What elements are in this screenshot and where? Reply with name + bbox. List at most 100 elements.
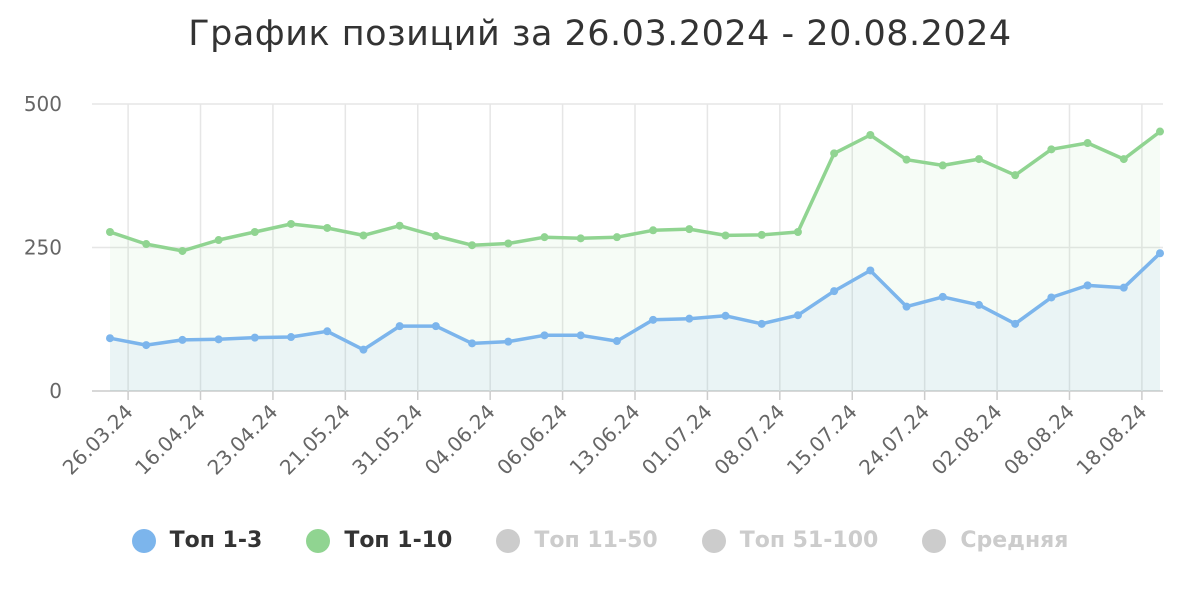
legend-marker (701, 528, 726, 553)
data-point (902, 302, 911, 311)
data-point (793, 311, 802, 320)
data-point (1119, 283, 1128, 292)
data-point (1156, 249, 1164, 258)
data-point (793, 228, 802, 237)
legend-label: Средняя (960, 528, 1069, 553)
data-point (612, 337, 621, 346)
data-point (938, 292, 947, 301)
data-point (757, 319, 766, 328)
x-tick-label: 24.07.24 (854, 400, 934, 480)
data-point (178, 246, 187, 255)
data-point (287, 333, 296, 342)
x-tick-label: 31.05.24 (347, 400, 427, 480)
x-tick-label: 06.06.24 (492, 400, 572, 480)
data-point (1083, 139, 1092, 148)
series-area (110, 253, 1160, 391)
data-point (938, 161, 947, 170)
data-point (431, 322, 440, 331)
data-point (721, 311, 730, 320)
legend-item[interactable]: Топ 51-100 (701, 528, 879, 553)
data-point (576, 331, 585, 340)
data-point (866, 266, 875, 275)
legend-marker (496, 528, 521, 553)
y-tick-label: 250 (24, 236, 62, 260)
legend-marker (306, 528, 331, 553)
legend-marker (131, 528, 156, 553)
data-point (106, 228, 114, 237)
data-point (576, 234, 585, 243)
data-point (974, 300, 983, 309)
x-tick-label: 13.06.24 (565, 400, 645, 480)
data-point (323, 327, 332, 336)
data-point (287, 219, 296, 228)
x-tick-label: 21.05.24 (275, 400, 355, 480)
data-point (214, 236, 223, 245)
data-point (902, 155, 911, 164)
data-point (504, 239, 513, 248)
data-point (1083, 281, 1092, 290)
data-point (1156, 127, 1164, 136)
data-point (431, 232, 440, 241)
data-point (142, 341, 151, 350)
data-point (250, 228, 259, 237)
data-point (540, 331, 549, 340)
legend-item[interactable]: Средняя (922, 528, 1068, 553)
data-point (178, 335, 187, 344)
data-point (612, 233, 621, 242)
data-point (685, 225, 694, 234)
data-point (830, 149, 839, 158)
x-tick-label: 08.07.24 (709, 400, 789, 480)
legend-item[interactable]: Топ 11-50 (496, 528, 658, 553)
chart-legend: Топ 1-3 Топ 1-10 Топ 11-50 Топ 51-100 Средня… (0, 528, 1200, 553)
data-point (685, 314, 694, 323)
chart-title: График позиций за 26.03.2024 - 20.08.202… (188, 14, 1012, 54)
x-tick-label: 01.07.24 (637, 400, 717, 480)
legend-label: Топ 11-50 (534, 528, 658, 553)
data-point (142, 240, 151, 249)
data-point (1047, 293, 1056, 302)
data-point (468, 241, 477, 250)
x-tick-label: 15.07.24 (782, 400, 862, 480)
data-point (106, 334, 114, 343)
x-tick-label: 02.08.24 (927, 400, 1007, 480)
x-tick-label: 23.04.24 (203, 400, 283, 480)
data-point (649, 226, 658, 235)
data-point (468, 339, 477, 348)
data-point (323, 223, 332, 232)
data-point (540, 233, 549, 242)
data-point (395, 221, 404, 230)
legend-item[interactable]: Топ 1-10 (306, 528, 452, 553)
data-point (504, 337, 513, 346)
legend-item[interactable]: Топ 1-3 (131, 528, 263, 553)
x-tick-label: 18.08.24 (1071, 400, 1151, 480)
data-point (866, 130, 875, 139)
data-point (1011, 171, 1020, 180)
data-point (830, 287, 839, 296)
x-tick-label: 16.04.24 (130, 400, 210, 480)
data-point (1011, 319, 1020, 328)
data-point (214, 335, 223, 344)
x-tick-label: 04.06.24 (420, 400, 500, 480)
data-point (395, 322, 404, 331)
legend-marker (922, 528, 947, 553)
series-line (109, 251, 1162, 352)
data-point (974, 155, 983, 164)
series-area (110, 131, 1160, 391)
data-point (359, 231, 368, 240)
data-point (649, 315, 658, 324)
data-point (250, 333, 259, 342)
x-tick-label: 26.03.24 (58, 400, 138, 480)
data-point (721, 231, 730, 240)
x-tick-label: 08.08.24 (999, 400, 1079, 480)
legend-label: Топ 51-100 (739, 528, 879, 553)
series-line (109, 130, 1162, 253)
data-point (757, 230, 766, 239)
data-point (1119, 155, 1128, 164)
legend-label: Топ 1-10 (344, 528, 453, 553)
data-point (359, 345, 368, 354)
y-tick-label: 500 (24, 92, 62, 116)
data-point (1047, 145, 1056, 154)
legend-label: Топ 1-3 (169, 528, 263, 553)
y-tick-label: 0 (49, 379, 62, 403)
